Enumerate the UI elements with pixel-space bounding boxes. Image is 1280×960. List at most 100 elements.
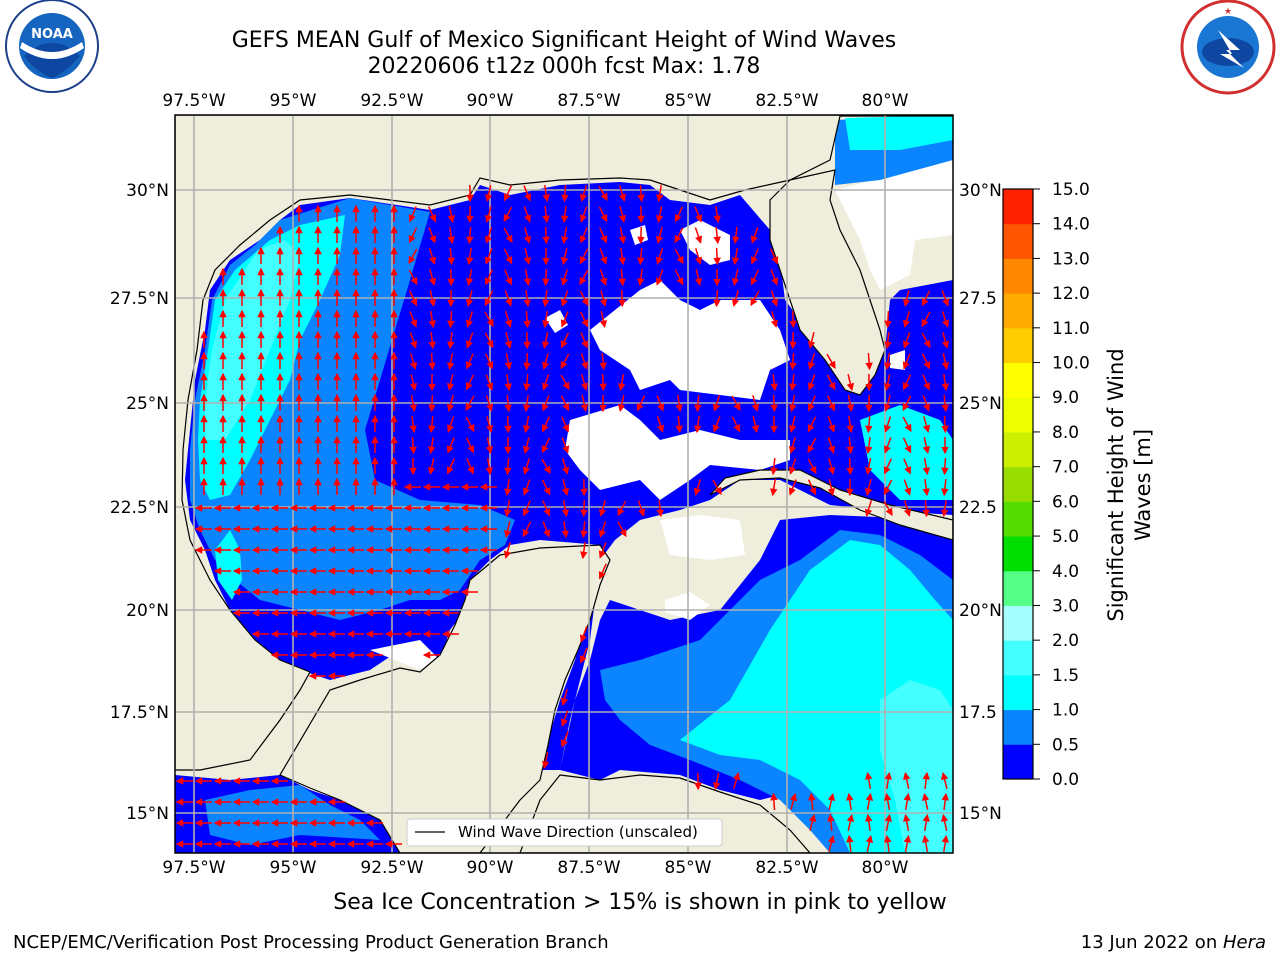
- wind-wave-arrow: [598, 206, 608, 223]
- wind-wave-arrow: [865, 352, 873, 371]
- wind-wave-arrow: [409, 394, 417, 413]
- wind-wave-arrow: [922, 374, 931, 391]
- wind-wave-arrow: [675, 415, 683, 434]
- wind-wave-arrow: [523, 268, 531, 287]
- wind-wave-arrow: [846, 834, 854, 853]
- wind-wave-arrow: [485, 353, 494, 370]
- wind-wave-arrow: [655, 269, 664, 286]
- colorbar-tick-label: 1.5: [1052, 666, 1079, 686]
- wind-wave-arrow: [846, 436, 854, 455]
- wind-wave-arrow: [922, 834, 930, 853]
- wind-wave-arrow: [409, 436, 417, 455]
- lon-label: 90°W: [467, 91, 514, 111]
- wind-wave-arrow: [883, 458, 892, 475]
- wind-wave-arrow: [560, 269, 569, 286]
- wind-wave-arrow: [827, 395, 836, 412]
- wind-wave-arrow: [883, 416, 892, 433]
- wind-wave-arrow: [941, 478, 949, 497]
- wind-wave-arrow: [750, 290, 760, 307]
- wind-wave-arrow: [732, 772, 741, 789]
- wind-wave-arrow: [807, 353, 816, 370]
- wind-wave-arrow: [694, 394, 702, 413]
- wind-wave-arrow: [485, 395, 494, 412]
- wind-wave-arrow: [579, 290, 589, 307]
- wind-wave-arrow: [599, 269, 608, 286]
- wind-wave-arrow: [504, 373, 512, 392]
- wind-wave-arrow: [466, 458, 475, 475]
- wind-wave-arrow: [941, 415, 949, 434]
- wind-wave-arrow: [903, 834, 912, 852]
- wind-wave-arrow: [503, 248, 513, 265]
- wind-wave-arrow: [408, 206, 417, 223]
- wind-wave-arrow: [599, 311, 608, 329]
- wind-wave-arrow: [599, 373, 607, 392]
- wind-wave-arrow: [846, 457, 854, 476]
- wind-wave-arrow: [694, 227, 703, 244]
- wind-wave-arrow: [827, 458, 836, 475]
- wind-wave-arrow: [808, 792, 816, 811]
- wind-wave-arrow: [542, 310, 550, 329]
- wind-wave-arrow: [693, 479, 702, 496]
- colorbar-tick-label: 13.0: [1052, 249, 1090, 269]
- wind-wave-arrow: [903, 458, 912, 475]
- wind-wave-arrow: [770, 311, 779, 328]
- lat-label: 17.5°N: [110, 703, 169, 723]
- wind-wave-arrow: [523, 352, 531, 371]
- wind-wave-arrow: [637, 184, 645, 203]
- wind-wave-arrow: [884, 352, 892, 371]
- wind-wave-arrow: [542, 500, 551, 517]
- footer-credit: NCEP/EMC/Verification Post Processing Pr…: [13, 932, 609, 953]
- wind-wave-arrow: [408, 290, 418, 307]
- wind-wave-arrow: [883, 500, 893, 517]
- wind-wave-arrow: [541, 416, 550, 433]
- wind-wave-arrow: [408, 269, 418, 286]
- wind-wave-arrow: [522, 416, 531, 434]
- wind-wave-arrow: [884, 331, 892, 350]
- wind-wave-arrow: [827, 813, 835, 832]
- wind-wave-arrow: [846, 813, 855, 831]
- colorbar-tick-label: 15.0: [1052, 180, 1090, 200]
- wind-wave-arrow: [523, 206, 532, 223]
- wind-wave-arrow: [655, 206, 664, 224]
- wind-wave-arrow: [694, 415, 702, 434]
- wind-wave-arrow: [598, 542, 607, 559]
- colorbar-segment: [1003, 223, 1033, 259]
- wind-wave-arrow: [503, 185, 513, 202]
- lat-label: 22.5°N: [110, 498, 169, 518]
- wind-wave-arrow: [883, 437, 892, 454]
- wind-wave-arrow: [712, 395, 721, 412]
- wind-wave-arrow: [598, 521, 607, 538]
- wind-wave-arrow: [618, 289, 626, 308]
- wind-wave-arrow: [694, 206, 703, 223]
- wind-wave-arrow: [922, 771, 930, 790]
- wind-wave-arrow: [902, 290, 911, 308]
- colorbar-segment: [1003, 605, 1033, 641]
- wind-wave-arrow: [408, 248, 418, 265]
- wind-wave-arrow: [522, 458, 531, 475]
- colorbar-tick-label: 9.0: [1052, 388, 1079, 408]
- wind-wave-arrow: [579, 206, 588, 223]
- wind-wave-arrow: [827, 792, 836, 810]
- lon-label: 85°W: [665, 91, 712, 111]
- lon-label: 92.5°W: [360, 91, 423, 111]
- wind-wave-arrow: [466, 247, 474, 266]
- wind-wave-arrow: [637, 268, 645, 287]
- wind-wave-arrow: [618, 268, 626, 287]
- wind-wave-arrow: [941, 332, 950, 349]
- colorbar-tick-label: 12.0: [1052, 284, 1090, 304]
- lat-label: 17.5: [959, 703, 997, 723]
- wind-wave-arrow: [655, 227, 664, 244]
- wind-wave-arrow: [523, 185, 532, 202]
- lon-label: 90°W: [467, 858, 514, 878]
- wind-wave-arrow: [789, 310, 797, 329]
- lon-label: 82.5°W: [755, 91, 818, 111]
- lon-label: 95°W: [270, 91, 317, 111]
- wind-wave-arrow: [504, 415, 512, 434]
- colorbar-segment: [1003, 674, 1033, 711]
- wind-wave-arrow: [541, 395, 550, 412]
- wind-wave-arrow: [941, 394, 949, 413]
- wind-wave-arrow: [883, 395, 892, 412]
- wind-wave-arrow: [807, 332, 816, 349]
- lat-label: 22.5: [959, 498, 997, 518]
- lon-label: 92.5°W: [360, 858, 423, 878]
